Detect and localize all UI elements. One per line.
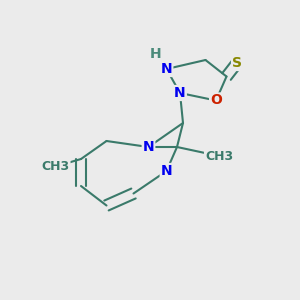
Text: CH3: CH3 [205, 149, 233, 163]
Text: O: O [210, 94, 222, 107]
Text: CH3: CH3 [41, 160, 70, 173]
Text: N: N [143, 140, 154, 154]
Text: S: S [232, 56, 242, 70]
Text: N: N [161, 164, 172, 178]
Text: N: N [174, 86, 186, 100]
Text: N: N [161, 62, 172, 76]
Text: H: H [150, 47, 162, 61]
